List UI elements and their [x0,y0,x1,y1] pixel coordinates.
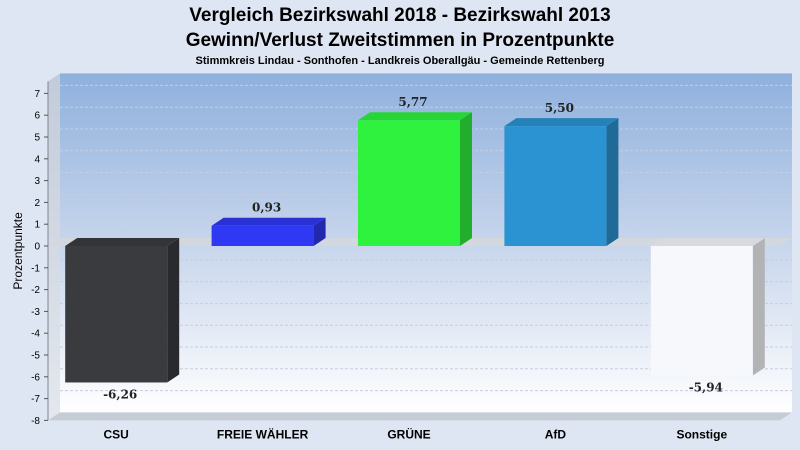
y-tick-label: 5 [34,133,40,144]
bar-top [211,217,326,226]
bar-front [504,126,607,246]
bar-top [650,238,765,246]
y-tick-label: -1 [31,263,40,274]
y-tick-label: 7 [34,89,40,100]
y-tick-label: 3 [34,176,40,187]
y-tick-label: -5 [31,351,40,362]
plot-side-wall [48,73,60,421]
bar-gr-ne [358,112,472,247]
y-tick-label: -6 [31,372,40,383]
data-label: 5,50 [545,101,574,115]
data-label: -5,94 [689,380,723,394]
bar-freie-w-hler [211,217,326,246]
y-tick-label: 4 [34,154,40,165]
bar-front [358,120,460,246]
y-tick-label: -4 [31,329,40,340]
chart-title-line-2: Gewinn/Verlust Zweitstimmen in Prozentpu… [185,30,615,51]
bar-csu [65,238,180,383]
bar-top [504,118,619,127]
chart-title-line-1: Vergleich Bezirkswahl 2018 - Bezirkswahl… [189,5,611,26]
bar-side [460,112,472,247]
bar-top [65,238,180,246]
x-tick-label: FREIE WÄHLER [217,426,309,441]
bar-side [752,238,765,376]
y-tick-label: 0 [34,242,40,253]
x-tick-label: GRÜNE [387,426,430,441]
chart-subtitle: Stimmkreis Lindau - Sonthofen - Landkrei… [195,55,605,67]
bar-front [650,246,753,376]
y-tick-label: 2 [34,198,40,209]
bar-afd [504,118,619,246]
title-block: Vergleich Bezirkswahl 2018 - Bezirkswahl… [0,0,800,67]
bar-side [167,238,180,383]
x-tick-label: Sonstige [676,427,727,441]
bar-top [358,112,472,121]
y-tick-label: 1 [34,220,40,231]
y-tick-label: -3 [31,307,40,318]
x-tick-label: AfD [545,427,567,441]
y-tick-label: -7 [31,394,40,405]
y-tick-label: -2 [31,285,40,296]
x-tick-label: CSU [104,427,129,441]
bar-sonstige [650,238,765,376]
bar-front [65,246,168,383]
data-label: -6,26 [103,387,137,401]
bar-front [211,225,314,246]
y-tick-label: -8 [31,416,40,427]
bar-side [313,217,326,246]
data-label: 5,77 [398,95,427,109]
data-label: 0,93 [252,201,281,215]
y-tick-label: 6 [34,111,40,122]
bar-side [606,118,619,246]
y-axis-label: Prozentpunkte [11,212,25,290]
plot-floor [48,412,792,421]
